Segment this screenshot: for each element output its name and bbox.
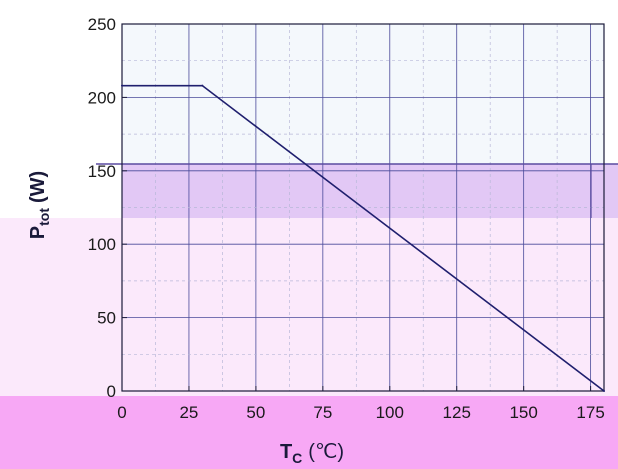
x-axis-title: TC (℃) (280, 441, 344, 466)
series-point (603, 390, 605, 392)
series-point (121, 84, 123, 87)
x-axis-subscript: C (292, 450, 302, 466)
series (121, 84, 605, 392)
band-bottom (0, 396, 618, 469)
y-axis-title: Ptot (W) (27, 171, 52, 239)
x-tick-label: 75 (313, 403, 332, 422)
y-tick-label: 250 (88, 15, 116, 34)
y-axis-symbol: P (27, 226, 49, 239)
plot-frame (121, 23, 605, 392)
series-point (201, 84, 204, 87)
x-tick-labels: 0 25 50 75 100 125 150 175 (117, 386, 605, 422)
x-tick-label: 25 (179, 403, 198, 422)
y-tick-label: 100 (88, 235, 116, 254)
x-tick-label: 150 (509, 403, 537, 422)
x-tick-label: 125 (443, 403, 471, 422)
y-tick-label: 150 (88, 162, 116, 181)
band-middle (96, 164, 618, 218)
left-margin-fill (8, 38, 122, 218)
band-lower (0, 218, 618, 396)
x-tick-label: 175 (576, 403, 604, 422)
y-axis-unit: (W) (27, 171, 49, 203)
y-tick-label: 200 (88, 88, 116, 107)
y-tick-labels: 0 50 100 150 200 250 (88, 15, 127, 401)
y-tick-label: 50 (97, 309, 116, 328)
x-tick-label: 0 (117, 403, 126, 422)
x-tick-label: 100 (376, 403, 404, 422)
plot-fill-top (122, 24, 604, 164)
y-tick-label: 0 (107, 382, 116, 401)
x-tick-label: 50 (246, 403, 265, 422)
x-axis-unit: (℃) (308, 441, 344, 463)
x-axis-symbol: T (280, 441, 292, 463)
y-axis-subscript: tot (36, 208, 52, 226)
